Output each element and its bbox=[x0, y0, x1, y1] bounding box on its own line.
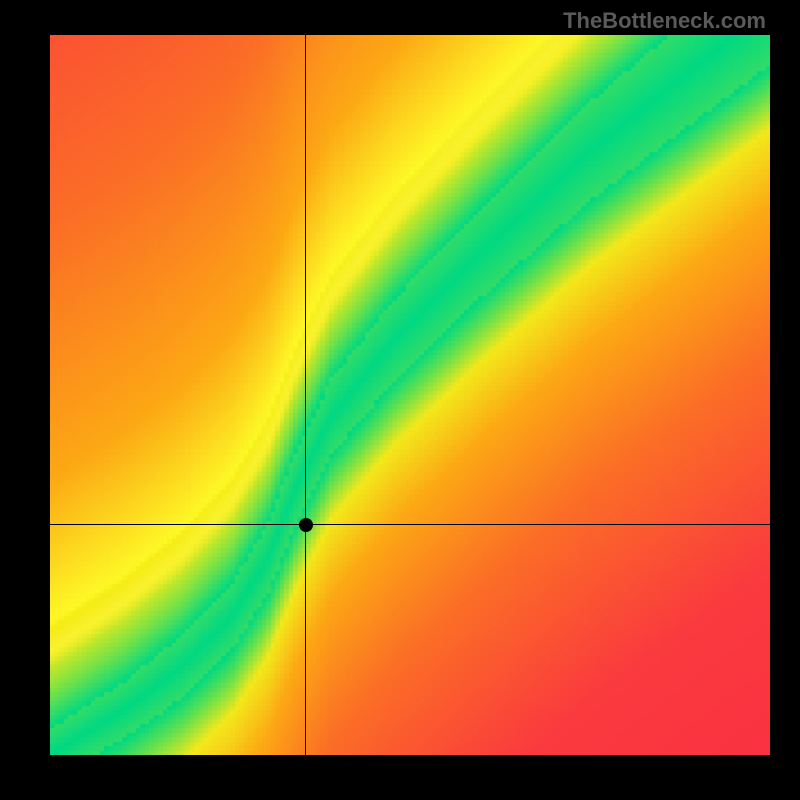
heatmap-canvas bbox=[50, 35, 770, 755]
heatmap-plot bbox=[50, 35, 770, 755]
crosshair-vertical bbox=[305, 35, 306, 755]
crosshair-marker bbox=[299, 518, 313, 532]
watermark-text: TheBottleneck.com bbox=[563, 8, 766, 34]
crosshair-horizontal bbox=[50, 524, 770, 525]
